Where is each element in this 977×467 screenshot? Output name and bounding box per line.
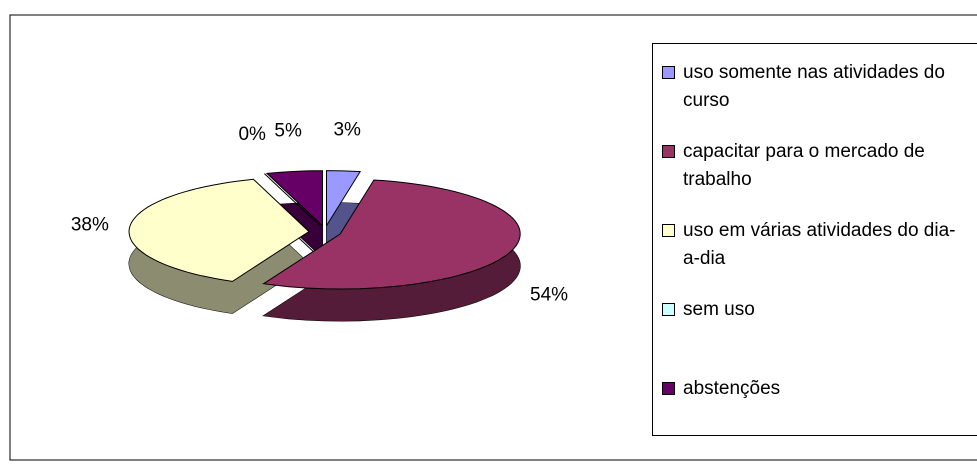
legend-label: sem uso	[683, 299, 755, 320]
slice-top	[326, 170, 362, 228]
data-label: 38%	[71, 215, 109, 236]
data-label: 5%	[274, 120, 302, 141]
data-label: 0%	[238, 124, 266, 145]
data-label: 3%	[333, 120, 361, 141]
slice-top	[128, 178, 310, 282]
legend-label: uso em várias atividades do dia-a-dia	[683, 220, 956, 269]
legend-label: abstenções	[683, 378, 781, 399]
legend-swatch	[662, 382, 675, 395]
legend: uso somente nas atividades do curso capac…	[652, 43, 977, 436]
slice-top	[265, 170, 323, 227]
slice-top	[262, 179, 521, 290]
legend-label: uso somente nas atividades do curso	[683, 62, 945, 111]
data-label: 54%	[530, 285, 568, 306]
slice	[128, 178, 310, 314]
legend-item: sem uso	[662, 296, 962, 324]
slice	[262, 179, 521, 322]
legend-swatch	[662, 145, 675, 158]
legend-item: uso somente nas atividades do curso	[662, 59, 962, 115]
legend-item: abstenções	[662, 375, 962, 403]
legend-label: capacitar para o mercado de trabalho	[683, 141, 925, 190]
legend-swatch	[662, 224, 675, 237]
slice-top	[264, 173, 321, 227]
legend-item: capacitar para o mercado de trabalho	[662, 138, 962, 194]
legend-swatch	[662, 303, 675, 316]
legend-item: uso em várias atividades do dia-a-dia	[662, 217, 962, 273]
legend-swatch	[662, 66, 675, 79]
